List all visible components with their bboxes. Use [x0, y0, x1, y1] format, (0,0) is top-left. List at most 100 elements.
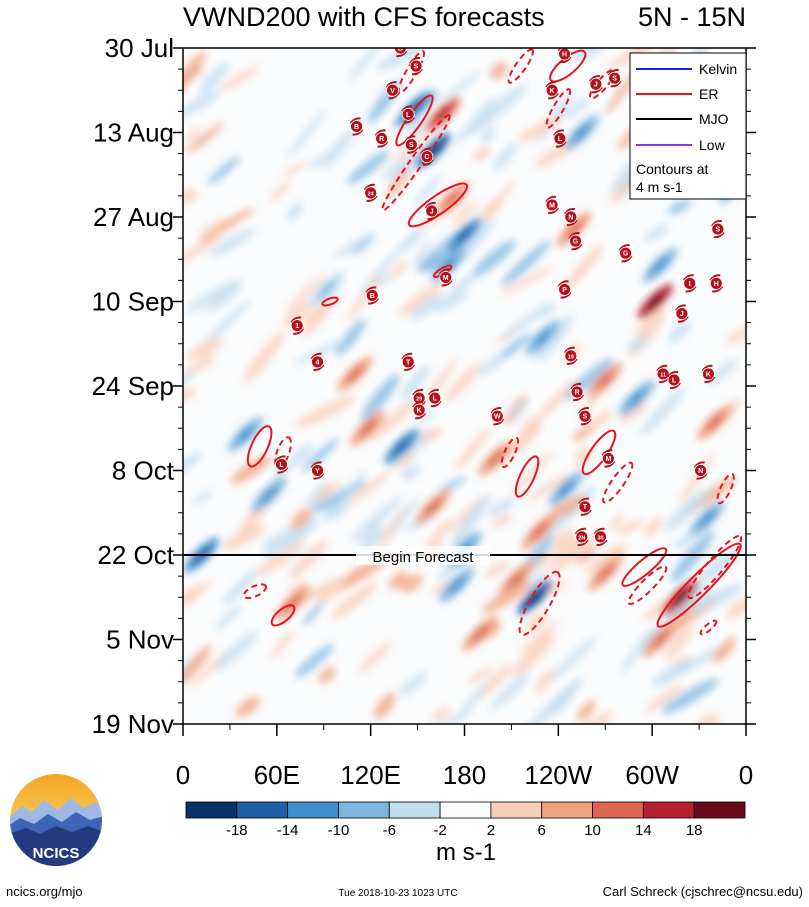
er-contour	[602, 461, 634, 504]
forecast-label-bg	[356, 546, 490, 565]
colorbar-box	[338, 801, 390, 819]
storm-arm	[577, 539, 589, 547]
storm-arm	[427, 213, 439, 221]
storm-dot	[578, 409, 592, 423]
anomaly-streak	[206, 283, 242, 312]
anomaly-streak	[183, 387, 197, 405]
storm-dot	[702, 367, 715, 381]
colorbar-label: -14	[277, 822, 299, 839]
storm-arm	[545, 81, 557, 88]
anomaly-streak	[511, 633, 556, 677]
anomaly-streak	[484, 561, 510, 578]
anomaly-streak	[451, 201, 478, 226]
storm-arm	[374, 129, 386, 137]
anomaly-streak	[526, 685, 575, 724]
anomaly-streak	[186, 338, 224, 360]
anomaly-streak	[398, 672, 428, 696]
storm-arm	[290, 316, 302, 324]
storm-label: R	[575, 390, 580, 397]
storm-arm	[365, 286, 377, 294]
storm-label: G	[623, 251, 629, 258]
anomaly-streak	[639, 387, 686, 437]
storm-label: S	[716, 227, 721, 234]
storm-marker: B	[349, 117, 364, 136]
anomaly-streak	[609, 545, 625, 562]
storm-arm	[572, 394, 584, 402]
anomaly-core	[317, 280, 336, 299]
storm-arm	[553, 129, 565, 137]
storm-arm	[414, 412, 426, 420]
anomaly-streak	[230, 455, 272, 485]
anomaly-streak	[673, 582, 705, 616]
x-tick-label: 120E	[340, 760, 401, 790]
storm-arm	[424, 201, 436, 209]
logo-text: NCICS	[33, 845, 80, 862]
storm-marker: B	[393, 48, 408, 58]
colorbar-unit: m s-1	[436, 839, 496, 866]
storm-arm	[412, 388, 424, 396]
storm-dot	[564, 349, 578, 363]
storm-arm	[385, 81, 397, 88]
anomaly-streak	[314, 480, 340, 504]
storm-arm	[713, 231, 725, 239]
storm-arm	[409, 56, 421, 64]
anomaly-streak	[533, 304, 558, 318]
storm-arm	[560, 56, 572, 64]
anomaly-streak	[282, 161, 307, 178]
anomaly-streak	[301, 295, 344, 324]
anomaly-streak	[409, 294, 445, 320]
storm-arm	[591, 86, 603, 94]
anomaly-streak	[360, 523, 384, 554]
storm-arm	[685, 285, 697, 293]
storm-dot	[564, 210, 578, 224]
storm-label: L	[406, 112, 411, 119]
storm-label: 30	[597, 535, 603, 541]
anomaly-streak	[186, 126, 201, 143]
anomaly-core	[346, 364, 364, 383]
anomaly-streak	[525, 473, 570, 503]
anomaly-core	[443, 189, 461, 208]
anomaly-streak	[583, 409, 613, 435]
anomaly-streak	[661, 678, 719, 714]
storm-label: J	[430, 208, 434, 215]
storm-arm	[589, 75, 601, 82]
anomaly-core	[260, 485, 278, 504]
storm-marker: S	[711, 219, 725, 239]
anomaly-streak	[183, 581, 213, 609]
storm-arm	[438, 268, 450, 275]
storm-arm	[593, 527, 605, 535]
anomaly-streak	[373, 692, 396, 720]
storm-dot	[569, 234, 582, 248]
storm-label: Y	[315, 468, 320, 475]
storm-marker: L	[553, 129, 567, 148]
anomaly-streak	[346, 470, 392, 506]
storm-arm	[618, 244, 630, 251]
anomaly-streak	[331, 582, 377, 620]
anomaly-core	[705, 413, 724, 432]
anomaly-streak	[326, 469, 367, 521]
logo-mountains	[10, 798, 102, 866]
y-tick-label: 10 Sep	[92, 287, 174, 317]
storm-arm	[667, 370, 679, 378]
storm-marker: R	[570, 382, 584, 402]
storm-arm	[566, 219, 578, 227]
legend-label-low: Low	[699, 137, 726, 153]
colorbar-label: 14	[635, 822, 652, 839]
colorbar-label: 2	[487, 822, 495, 839]
anomaly-streak	[185, 278, 242, 312]
storm-arm	[580, 509, 592, 516]
anomaly-streak	[619, 401, 647, 422]
anomaly-streak	[400, 365, 430, 401]
er-contour	[656, 542, 742, 628]
er-contour	[716, 472, 735, 505]
storm-label: L	[672, 377, 677, 384]
storm-arm	[555, 140, 567, 148]
anomaly-streak	[713, 636, 736, 662]
anomaly-streak	[288, 581, 309, 596]
storm-arm	[277, 466, 289, 474]
legend-note-line2: 4 m s-1	[636, 179, 683, 195]
anomaly-streak	[301, 307, 329, 336]
storm-label: M	[549, 202, 555, 209]
storm-arm	[363, 183, 375, 191]
storm-label: K	[550, 88, 555, 95]
